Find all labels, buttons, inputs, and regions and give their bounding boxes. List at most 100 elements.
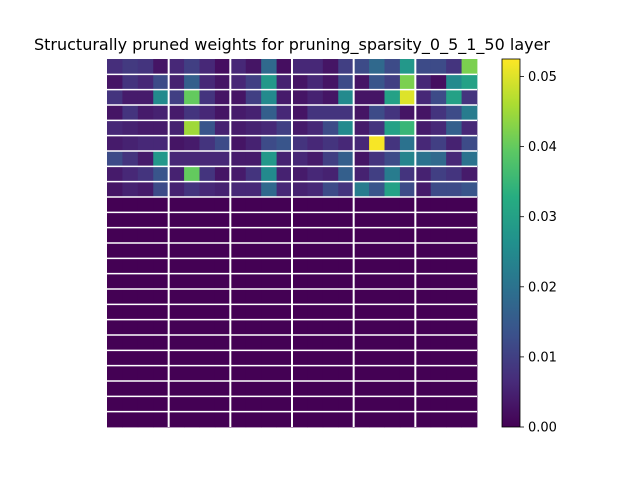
heatmap-cell [107, 74, 123, 91]
heatmap-cell [137, 258, 154, 275]
heatmap-cell [322, 319, 339, 336]
heatmap-cell [276, 227, 293, 244]
heatmap-cell [184, 258, 200, 275]
heatmap-cell [446, 350, 462, 367]
heatmap-cell [384, 181, 401, 198]
heatmap-cell [353, 258, 370, 275]
heatmap-cell [430, 120, 447, 137]
heatmap-cell [137, 197, 154, 213]
heatmap-cell [322, 258, 339, 275]
heatmap-cell [107, 89, 123, 106]
heatmap-cell [230, 289, 247, 305]
heatmap-cell [369, 181, 385, 198]
heatmap-cell [369, 227, 385, 244]
heatmap-cell [322, 411, 339, 428]
heatmap-cell [461, 212, 478, 229]
heatmap-cell [415, 243, 432, 259]
heatmap-cell [230, 212, 247, 229]
heatmap-cell [338, 227, 355, 244]
heatmap-cell [353, 120, 370, 137]
heatmap-cell [261, 243, 277, 259]
heatmap-cell [214, 411, 231, 428]
heatmap-cell [415, 135, 432, 152]
heatmap-cell [461, 243, 478, 259]
heatmap-cell [446, 74, 462, 91]
heatmap-cell [230, 227, 247, 244]
heatmap-cell [153, 319, 170, 336]
heatmap-cell [307, 396, 324, 413]
heatmap-cell [415, 365, 432, 382]
heatmap-cell [461, 258, 478, 275]
heatmap-cell [369, 258, 385, 275]
heatmap-cell [430, 166, 447, 183]
heatmap-cell [307, 181, 324, 198]
colorbar-ticks: 0.00 0.01 0.02 0.03 0.04 0.05 [520, 70, 557, 436]
heatmap-cell [214, 89, 231, 106]
heatmap-cell [168, 243, 185, 259]
heatmap-cell [276, 396, 293, 413]
heatmap-cell [322, 273, 339, 290]
heatmap-cell [415, 381, 432, 397]
heatmap-cells [107, 59, 478, 428]
heatmap-cell [384, 227, 401, 244]
heatmap-cell [184, 197, 200, 213]
heatmap-cell [261, 135, 277, 152]
heatmap-cell [322, 59, 339, 75]
heatmap-cell [430, 411, 447, 428]
heatmap-cell [137, 89, 154, 106]
heatmap-cell [399, 74, 416, 91]
heatmap-cell [199, 335, 216, 351]
heatmap-cell [292, 89, 308, 106]
heatmap-cell [276, 212, 293, 229]
heatmap-cell [369, 243, 385, 259]
heatmap-cell [276, 335, 293, 351]
heatmap-cell [276, 59, 293, 75]
heatmap-cell [307, 197, 324, 213]
heatmap-cell [292, 381, 308, 397]
heatmap-cell [153, 381, 170, 397]
heatmap-cell [399, 89, 416, 106]
heatmap-cell [369, 105, 385, 121]
heatmap-cell [461, 181, 478, 198]
heatmap-cell [446, 120, 462, 137]
heatmap-cell [107, 335, 123, 351]
heatmap-cell [446, 166, 462, 183]
heatmap-cell [137, 319, 154, 336]
heatmap-cell [230, 396, 247, 413]
heatmap-cell [168, 151, 185, 167]
heatmap-cell [415, 212, 432, 229]
heatmap-cell [168, 120, 185, 137]
heatmap-cell [461, 396, 478, 413]
heatmap-cell [276, 319, 293, 336]
heatmap-cell [446, 304, 462, 321]
heatmap-cell [430, 258, 447, 275]
heatmap-cell [399, 59, 416, 75]
heatmap-cell [137, 396, 154, 413]
heatmap-cell [322, 381, 339, 397]
heatmap-cell [153, 258, 170, 275]
heatmap-cell [338, 59, 355, 75]
heatmap-cell [245, 350, 262, 367]
heatmap-cell [338, 350, 355, 367]
heatmap-cell [245, 59, 262, 75]
heatmap-cell [446, 89, 462, 106]
heatmap-cell [446, 258, 462, 275]
heatmap-cell [307, 59, 324, 75]
heatmap-cell [153, 335, 170, 351]
heatmap-cell [107, 181, 123, 198]
heatmap-cell [446, 273, 462, 290]
colorbar-tick-label: 0.01 [528, 350, 557, 365]
heatmap-cell [292, 396, 308, 413]
heatmap-cell [353, 396, 370, 413]
heatmap-cell [107, 258, 123, 275]
heatmap-cell [122, 151, 139, 167]
heatmap-cell [461, 135, 478, 152]
heatmap-cell [369, 74, 385, 91]
heatmap-cell [214, 120, 231, 137]
heatmap-cell [153, 273, 170, 290]
heatmap-cell [122, 365, 139, 382]
heatmap-cell [245, 381, 262, 397]
colorbar-tick-label: 0.04 [528, 140, 557, 155]
heatmap-cell [122, 181, 139, 198]
heatmap-cell [230, 166, 247, 183]
